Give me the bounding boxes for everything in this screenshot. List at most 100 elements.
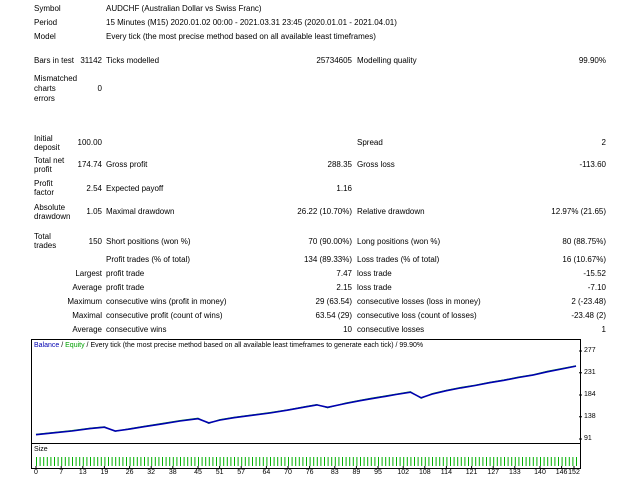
size-bar — [252, 457, 253, 466]
size-bar — [446, 457, 448, 466]
size-bar — [504, 457, 505, 466]
size-bar — [126, 457, 127, 466]
size-bar — [230, 457, 232, 466]
chart-header-equity: Equity — [65, 342, 85, 349]
size-bar — [129, 457, 131, 466]
size-bar — [216, 457, 217, 466]
size-bar — [183, 457, 185, 466]
deposit-label-2: deposit — [34, 143, 60, 152]
size-bar — [496, 457, 498, 466]
maximal-profit-value: 63.54 (29) — [315, 311, 352, 320]
x-tick-label: 19 — [100, 469, 109, 476]
mismatch-value: 0 — [97, 84, 102, 93]
reldd-label: Relative drawdown — [357, 207, 425, 216]
size-chart-frame — [31, 443, 581, 469]
size-bar — [478, 457, 480, 466]
period-label: Period — [34, 18, 58, 27]
maxdd-value: 26.22 (10.70%) — [297, 207, 352, 216]
size-bar — [50, 457, 52, 466]
size-bar — [198, 457, 199, 466]
bars-value: 31142 — [80, 56, 102, 65]
size-bar — [54, 457, 55, 466]
average-loss-value: -7.10 — [587, 283, 606, 292]
size-bar — [86, 457, 88, 466]
avg-wins-value: 10 — [343, 325, 352, 334]
size-bar — [421, 457, 423, 466]
model-value: Every tick (the most precise method base… — [106, 32, 376, 41]
size-bar — [151, 457, 153, 466]
spread-label: Spread — [357, 138, 383, 147]
netprofit-label-2: profit — [34, 165, 52, 174]
size-bar — [172, 457, 174, 466]
x-tick-label: 26 — [125, 469, 134, 476]
size-bar — [550, 457, 552, 466]
size-bar — [104, 457, 106, 466]
average-profit-value: 2.15 — [336, 283, 352, 292]
size-bar — [201, 457, 203, 466]
size-bar — [262, 457, 264, 466]
size-bar — [97, 457, 99, 466]
size-bar — [316, 457, 318, 466]
size-bar — [118, 457, 120, 466]
size-bar — [90, 457, 91, 466]
ticks-label: Ticks modelled — [106, 56, 160, 65]
spread-value: 2 — [601, 138, 606, 147]
size-bar — [57, 457, 59, 466]
x-tick-label: 64 — [262, 469, 271, 476]
size-bar — [64, 457, 66, 466]
size-bar — [453, 457, 455, 466]
x-tick-label: 0 — [34, 469, 38, 476]
size-bar — [180, 457, 181, 466]
chart-header-balance: Balance — [34, 342, 60, 349]
size-bar — [406, 457, 408, 466]
y-tick-label: 231 — [584, 368, 596, 376]
average-loss-label: loss trade — [357, 283, 392, 292]
largest-label: Largest — [75, 269, 102, 278]
pf-label-1: Profit — [34, 179, 53, 188]
size-bar — [313, 457, 315, 466]
x-tick-label: 102 — [397, 469, 410, 476]
max-wins-value: 29 (63.54) — [315, 297, 352, 306]
x-tick-label: 13 — [78, 469, 87, 476]
loss-trades-label: Loss trades (% of total) — [357, 255, 440, 264]
size-bar — [82, 457, 84, 466]
short-value: 70 (90.00%) — [308, 237, 352, 246]
size-bar — [334, 457, 336, 466]
size-bar — [165, 457, 167, 466]
largest-profit-value: 7.47 — [336, 269, 352, 278]
size-bar — [396, 457, 397, 466]
x-tick-label: 121 — [465, 469, 478, 476]
size-bar — [547, 457, 549, 466]
size-bar — [360, 457, 361, 466]
size-bar — [208, 457, 210, 466]
size-bar — [388, 457, 390, 466]
x-tick-label: 51 — [215, 469, 224, 476]
long-value: 80 (88.75%) — [562, 237, 606, 246]
size-bar — [522, 457, 523, 466]
size-bar — [525, 457, 527, 466]
size-bar — [540, 457, 541, 466]
size-bar — [414, 457, 415, 466]
size-bar — [205, 457, 207, 466]
size-bar — [79, 457, 81, 466]
average-profit-label: profit trade — [106, 283, 145, 292]
x-tick-label: 57 — [237, 469, 246, 476]
size-bar — [471, 457, 473, 466]
size-bar — [280, 457, 282, 466]
size-bar — [190, 457, 192, 466]
size-bar — [565, 457, 567, 466]
size-bar — [403, 457, 405, 466]
pf-value: 2.54 — [86, 184, 102, 193]
symbol-label: Symbol — [34, 4, 61, 13]
size-bar — [223, 457, 225, 466]
bars-label: Bars in test — [34, 56, 75, 65]
symbol-value: AUDCHF (Australian Dollar vs Swiss Franc… — [106, 4, 262, 13]
absdd-value: 1.05 — [86, 207, 102, 216]
size-bar — [219, 457, 221, 466]
y-tick-label: 138 — [584, 412, 596, 420]
x-tick-label: 95 — [374, 469, 382, 476]
size-bar — [572, 457, 574, 466]
size-bar — [432, 457, 433, 466]
size-bar — [367, 457, 369, 466]
trades-label-1: Total — [34, 232, 51, 241]
